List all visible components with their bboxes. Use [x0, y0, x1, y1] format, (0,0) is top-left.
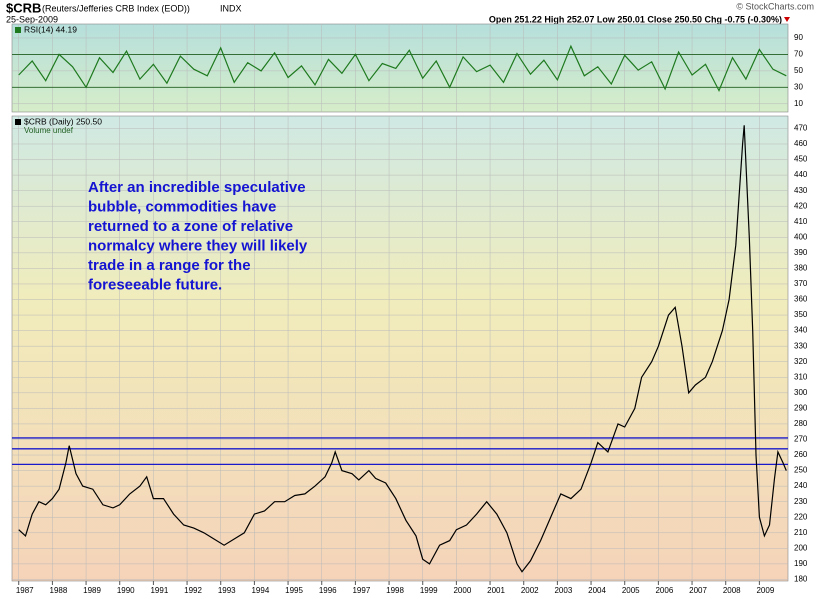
x-tick-label: 2006 — [655, 586, 673, 595]
legend: $CRB (Daily) 250.50 — [24, 116, 102, 126]
rsi-panel — [11, 23, 789, 113]
y-tick-label: 450 — [794, 155, 808, 164]
y-tick-label: 90 — [794, 33, 803, 42]
y-tick-label: 280 — [794, 419, 808, 428]
exchange: INDX — [220, 3, 242, 13]
annotation: After an incredible speculative — [88, 179, 306, 196]
x-tick-label: 1989 — [83, 586, 101, 595]
y-tick-label: 420 — [794, 201, 808, 210]
y-tick-label: 410 — [794, 217, 808, 226]
y-tick-label: 340 — [794, 326, 808, 335]
y-tick-label: 230 — [794, 497, 808, 506]
x-tick-label: 1991 — [150, 586, 168, 595]
name: (Reuters/Jefferies CRB Index (EOD)) — [42, 3, 190, 13]
annotation: foreseeable future. — [88, 276, 222, 293]
y-tick-label: 10 — [794, 99, 803, 108]
x-tick-label: 1999 — [420, 586, 438, 595]
x-tick-label: 2008 — [723, 586, 741, 595]
x-tick-label: 2005 — [622, 586, 640, 595]
y-tick-label: 200 — [794, 543, 808, 552]
y-tick-label: 260 — [794, 450, 808, 459]
y-tick-label: 290 — [794, 403, 808, 412]
y-tick-label: 70 — [794, 50, 803, 59]
quote: Open 251.22 High 252.07 Low 250.01 Close… — [489, 14, 782, 24]
y-tick-label: 400 — [794, 232, 808, 241]
annotation: normalcy where they will likely — [88, 237, 308, 254]
y-tick-label: 270 — [794, 435, 808, 444]
x-tick-label: 1995 — [285, 586, 303, 595]
y-tick-label: 220 — [794, 512, 808, 521]
y-tick-label: 370 — [794, 279, 808, 288]
annotation: bubble, commodities have — [88, 198, 276, 215]
x-tick-label: 1990 — [117, 586, 135, 595]
y-tick-label: 430 — [794, 186, 808, 195]
y-tick-label: 240 — [794, 481, 808, 490]
y-tick-label: 180 — [794, 575, 808, 584]
annotation: trade in a range for the — [88, 257, 251, 274]
x-tick-label: 2009 — [756, 586, 774, 595]
date: 25-Sep-2009 — [6, 14, 58, 24]
y-tick-label: 50 — [794, 66, 803, 75]
x-tick-label: 1992 — [184, 586, 202, 595]
y-tick-label: 310 — [794, 372, 808, 381]
source: © StockCharts.com — [736, 1, 814, 11]
x-tick-label: 2000 — [453, 586, 471, 595]
down-arrow — [784, 17, 790, 22]
y-tick-label: 250 — [794, 466, 808, 475]
x-tick-label: 1998 — [386, 586, 404, 595]
y-tick-label: 330 — [794, 341, 808, 350]
x-tick-label: 1996 — [319, 586, 337, 595]
series-line — [18, 125, 787, 573]
y-tick-label: 360 — [794, 295, 808, 304]
y-tick-label: 210 — [794, 528, 808, 537]
y-tick-label: 350 — [794, 310, 808, 319]
legend: Volume undef — [24, 126, 74, 135]
y-tick-label: 190 — [794, 559, 808, 568]
legend-swatch — [15, 119, 21, 125]
x-tick-label: 1987 — [16, 586, 34, 595]
x-tick-label: 1993 — [218, 586, 236, 595]
price-panel — [11, 115, 789, 582]
x-tick-label: 1988 — [50, 586, 68, 595]
x-tick-label: 2003 — [554, 586, 572, 595]
symbol: $CRB — [6, 0, 41, 15]
x-tick-label: 2002 — [521, 586, 539, 595]
y-tick-label: 300 — [794, 388, 808, 397]
annotation: returned to a zone of relative — [88, 218, 293, 235]
x-tick-label: 1997 — [352, 586, 370, 595]
legend: RSI(14) 44.19 — [24, 24, 77, 34]
y-tick-label: 470 — [794, 124, 808, 133]
y-tick-label: 460 — [794, 139, 808, 148]
x-tick-label: 2004 — [588, 586, 606, 595]
y-tick-label: 320 — [794, 357, 808, 366]
y-tick-label: 380 — [794, 264, 808, 273]
x-tick-label: 2007 — [689, 586, 707, 595]
y-tick-label: 30 — [794, 82, 803, 91]
series-line — [18, 44, 787, 93]
x-tick-label: 2001 — [487, 586, 505, 595]
x-tick-label: 1994 — [251, 586, 269, 595]
y-tick-label: 390 — [794, 248, 808, 257]
legend-swatch — [15, 27, 21, 33]
y-tick-label: 440 — [794, 170, 808, 179]
